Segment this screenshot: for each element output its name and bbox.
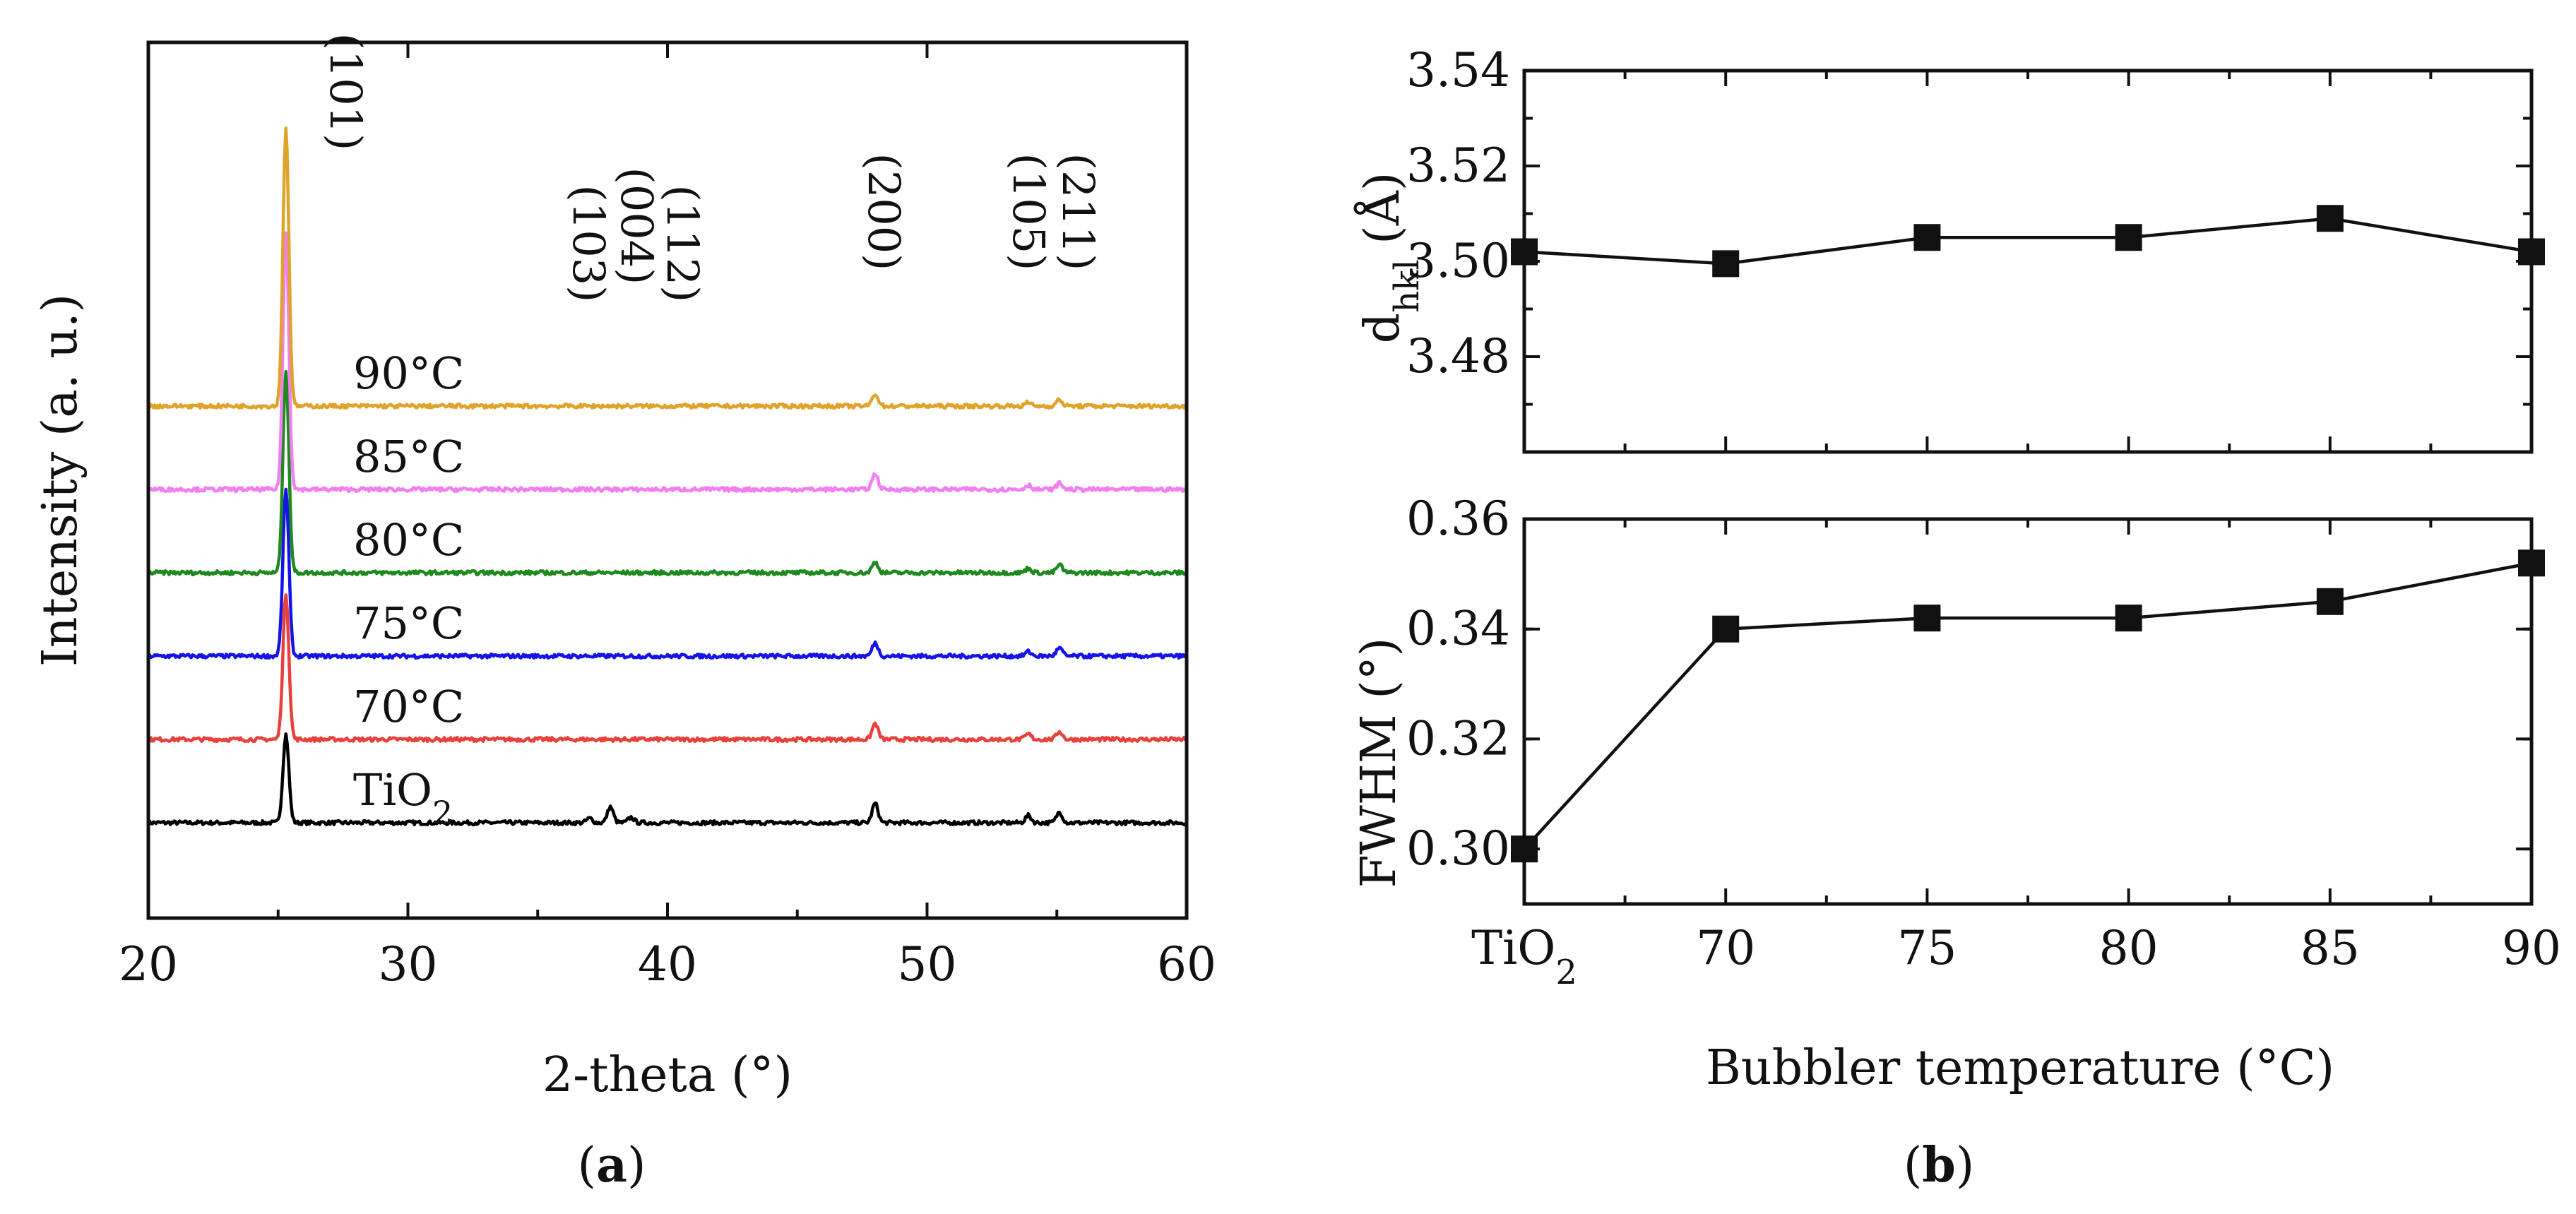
- series-label: 80°C: [353, 514, 464, 566]
- peak-index-label: (200): [858, 153, 910, 271]
- xrd-x-axis-title: 2-theta (°): [542, 1047, 793, 1103]
- xrd-series-group: [146, 126, 1188, 827]
- bubbler-x-axis-title: Bubbler temperature (°C): [1706, 1040, 2334, 1096]
- y-tick-label: 0.32: [1406, 711, 1510, 766]
- xrd-x-tick-label: 20: [119, 937, 178, 992]
- plot-frame: [1522, 517, 2534, 906]
- series-label: 70°C: [353, 681, 464, 732]
- data-point: [2115, 224, 2142, 251]
- xrd-series-line: [147, 369, 1187, 577]
- fwhm-y-axis-title: FWHM (°): [1351, 638, 1407, 888]
- data-point: [1913, 224, 1941, 251]
- data-line: [1523, 561, 2532, 850]
- dhkl-plot: 3.48 3.50 3.52 3.54: [1406, 43, 2545, 454]
- panel-b-label: (b): [1904, 1137, 1975, 1194]
- xrd-y-axis-title: Intensity (a. u.): [32, 294, 88, 667]
- series-label: 85°C: [353, 431, 464, 482]
- xrd-series-line: [146, 126, 1188, 410]
- xrd-x-ticks: 20 30 40 50 60: [119, 42, 1216, 992]
- data-point: [2316, 588, 2344, 615]
- data-point: [2115, 605, 2142, 632]
- panel-a-letter: a: [596, 1137, 627, 1194]
- panel-a-label: (a): [577, 1137, 646, 1194]
- xrd-series-line: [148, 487, 1187, 660]
- x-tick-label: 70: [1696, 921, 1755, 975]
- fwhm-plot: 0.30 0.32 0.34 0.36 TiO2 70 75 80 85 90: [1406, 492, 2561, 992]
- y-tick-label: 3.48: [1406, 329, 1510, 383]
- x-tick-label: 80: [2099, 921, 2159, 975]
- series-label: 75°C: [353, 597, 464, 649]
- xrd-x-tick-label: 50: [898, 937, 957, 992]
- y-tick-label: 0.36: [1406, 492, 1510, 546]
- y-tick-label: 3.52: [1406, 138, 1510, 193]
- peak-index-label: (103): [563, 185, 615, 303]
- xrd-series-line: [146, 732, 1188, 827]
- xrd-peak-labels: (101) (103)(004)(112) (200) (105)(211): [320, 33, 1104, 303]
- xrd-series-line: [146, 593, 1187, 744]
- data-point: [1712, 615, 1740, 643]
- data-point: [1913, 605, 1941, 632]
- data-point: [2518, 549, 2545, 577]
- peak-index-label: (211): [1052, 153, 1104, 271]
- x-tick-label-sub: 2: [1555, 953, 1577, 992]
- y-tick-label: 0.30: [1406, 821, 1510, 876]
- data-line: [1524, 217, 2532, 266]
- peak-index-label: (105): [1003, 153, 1055, 271]
- dhkl-y-title-unit: (Å): [1354, 172, 1411, 260]
- y-tick-label: 0.34: [1406, 602, 1510, 656]
- dhkl-y-axis-title: dhkl (Å): [1354, 172, 1427, 344]
- xrd-panel: 20 30 40 50 60 (101) (103)(004)(112) (200) (105…: [32, 33, 1216, 1194]
- series-label: 90°C: [353, 347, 464, 399]
- x-tick-label: 75: [1897, 921, 1957, 975]
- panel-b-letter: b: [1922, 1137, 1956, 1194]
- dhkl-y-title-sub: hkl: [1387, 259, 1427, 312]
- series-label-sub: 2: [432, 794, 453, 832]
- xrd-x-tick-label: 40: [638, 937, 697, 992]
- peak-index-label: (112): [657, 185, 708, 303]
- xrd-series-line: [147, 231, 1188, 494]
- dhkl-y-title-main: d: [1355, 313, 1411, 344]
- lattice-panel: 3.48 3.50 3.52 3.54 0.30 0.32 0.34 0.36 TiO2 70 7…: [1351, 43, 2561, 1194]
- x-tick-label: 85: [2301, 921, 2360, 975]
- x-tick-label: 90: [2502, 921, 2561, 975]
- xrd-x-tick-label: 30: [379, 937, 438, 992]
- peak-index-label: (004): [611, 167, 663, 285]
- data-point: [1511, 238, 1538, 266]
- y-tick-label: 3.54: [1406, 43, 1510, 97]
- peak-index-label: (101): [320, 33, 372, 151]
- xrd-x-tick-label: 60: [1157, 937, 1216, 992]
- y-tick-label: 3.50: [1406, 234, 1510, 288]
- data-point: [2316, 205, 2344, 232]
- data-point: [1511, 835, 1538, 863]
- data-point: [1712, 250, 1740, 278]
- data-point: [2518, 238, 2545, 266]
- x-tick-label: TiO2: [1471, 921, 1577, 992]
